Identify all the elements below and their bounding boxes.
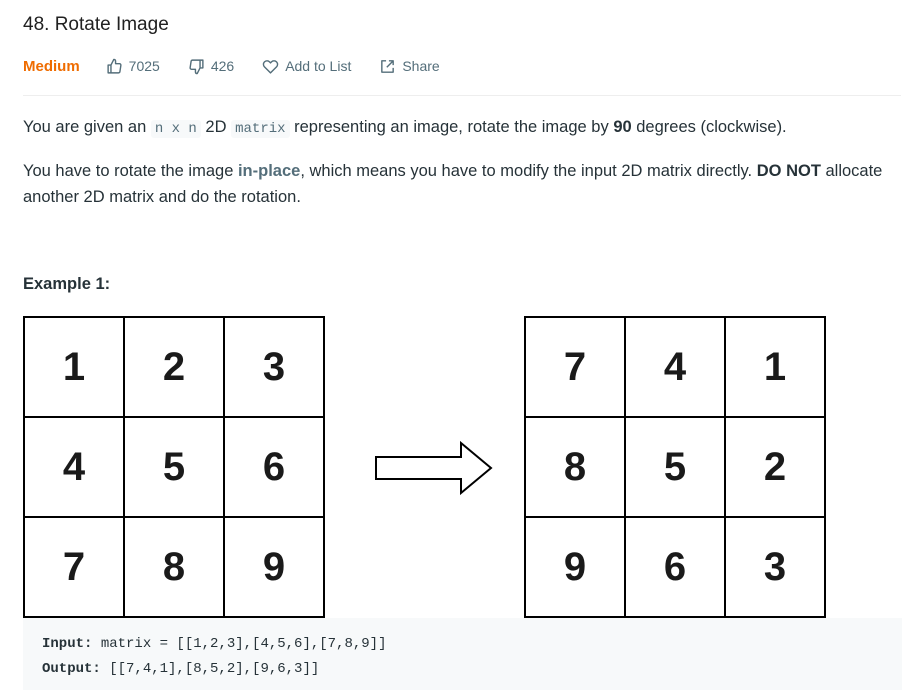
dislike-count: 426 <box>210 58 235 74</box>
text-span: You have to rotate the image <box>23 162 238 180</box>
matrix-cell: 3 <box>225 318 323 416</box>
like-button[interactable]: 7025 <box>106 58 160 75</box>
matrix-cell: 4 <box>626 318 724 416</box>
matrix-cell: 2 <box>726 418 824 516</box>
example-code-block: Input: matrix = [[1,2,3],[4,5,6],[7,8,9]… <box>23 618 902 690</box>
matrix-cell: 5 <box>626 418 724 516</box>
example-output-line: Output: [[7,4,1],[8,5,2],[9,6,3]] <box>42 661 319 677</box>
matrix-cell: 1 <box>25 318 123 416</box>
matrix-cell: 6 <box>626 518 724 616</box>
problem-meta-bar: Medium 7025 426 Add to List Share <box>23 56 468 76</box>
difficulty-label: Medium <box>23 57 80 75</box>
output-matrix-image: 7 4 1 8 5 2 9 6 3 <box>524 316 826 618</box>
matrix-cell: 8 <box>125 518 223 616</box>
text-span: representing an image, rotate the image … <box>289 118 614 136</box>
matrix-cell: 7 <box>25 518 123 616</box>
like-count: 7025 <box>128 58 160 74</box>
matrix-cell: 8 <box>526 418 624 516</box>
matrix-cell: 2 <box>125 318 223 416</box>
bold-90: 90 <box>613 118 632 136</box>
share-label: Share <box>402 58 440 74</box>
inline-code-matrix: matrix <box>231 120 290 138</box>
add-to-list-label: Add to List <box>285 58 352 74</box>
add-to-list-button[interactable]: Add to List <box>262 58 351 75</box>
text-span: You are given an <box>23 118 151 136</box>
share-button[interactable]: Share <box>379 58 440 75</box>
right-arrow-icon <box>375 440 493 496</box>
matrix-cell: 5 <box>125 418 223 516</box>
input-label: Input: <box>42 636 93 652</box>
problem-title: 48. Rotate Image <box>23 14 169 35</box>
description-paragraph-2: You have to rotate the image in-place, w… <box>23 158 893 210</box>
text-span: allocate another 2D matrix and do the ro… <box>23 162 883 206</box>
matrix-cell: 6 <box>225 418 323 516</box>
share-icon <box>381 59 395 73</box>
input-matrix-image: 1 2 3 4 5 6 7 8 9 <box>23 316 325 618</box>
example-input-line: Input: matrix = [[1,2,3],[4,5,6],[7,8,9]… <box>42 636 386 652</box>
inline-code-n-x-n: n x n <box>150 120 201 138</box>
heart-icon <box>262 59 279 74</box>
output-label: Output: <box>42 661 101 677</box>
bold-do-not: DO NOT <box>756 162 821 180</box>
thumbs-up-icon <box>107 58 122 74</box>
matrix-cell: 1 <box>726 318 824 416</box>
matrix-cell: 3 <box>726 518 824 616</box>
matrix-cell: 9 <box>225 518 323 616</box>
matrix-cell: 7 <box>526 318 624 416</box>
input-value: matrix = [[1,2,3],[4,5,6],[7,8,9]] <box>92 636 387 652</box>
divider <box>23 95 901 96</box>
description-paragraph-1: You are given an n x n 2D matrix represe… <box>23 114 787 142</box>
dislike-button[interactable]: 426 <box>188 58 234 75</box>
thumbs-down-icon <box>189 58 204 74</box>
in-place-highlight: in-place <box>237 162 301 180</box>
output-value: [[7,4,1],[8,5,2],[9,6,3]] <box>100 661 320 677</box>
text-span: 2D <box>200 118 232 136</box>
matrix-cell: 9 <box>526 518 624 616</box>
text-span: degrees (clockwise). <box>631 118 787 136</box>
text-span: , which means you have to modify the inp… <box>300 162 757 180</box>
matrix-cell: 4 <box>25 418 123 516</box>
example-title: Example 1: <box>23 275 111 293</box>
